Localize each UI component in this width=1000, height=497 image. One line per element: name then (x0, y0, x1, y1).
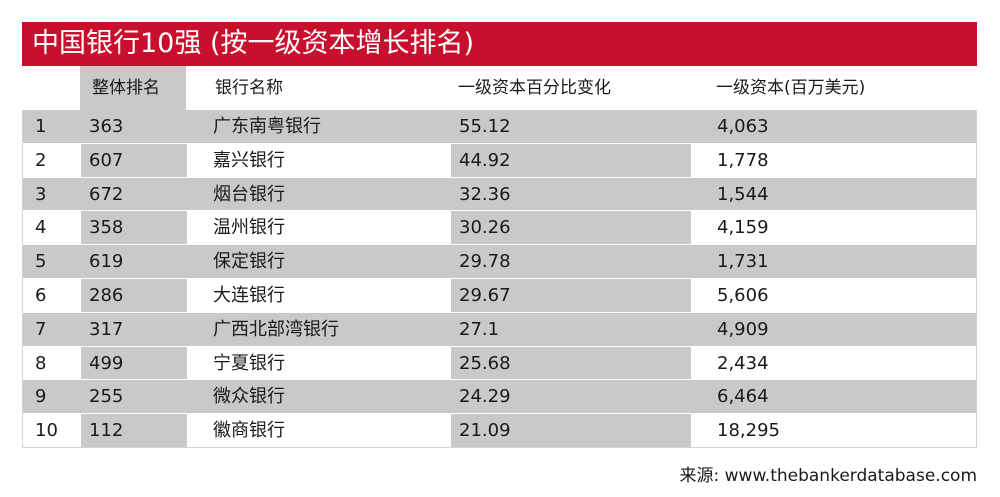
tier1-capital: 1,731 (717, 251, 769, 273)
overall-rank: 619 (89, 251, 124, 273)
table-header: 整体排名 银行名称 一级资本百分比变化 一级资本(百万美元) (22, 66, 977, 110)
header-overall-rank: 整体排名 (92, 78, 160, 98)
tier1-change: 29.78 (459, 251, 511, 273)
row-number: 10 (35, 420, 58, 442)
bank-name: 宁夏银行 (213, 352, 285, 374)
table-title: 中国银行10强 (按一级资本增长排名) (22, 22, 977, 66)
table-row: 7 317 广西北部湾银行 27.1 4,909 (23, 312, 976, 347)
tier1-capital: 6,464 (717, 386, 769, 408)
bank-name: 广西北部湾银行 (213, 318, 339, 340)
overall-rank: 499 (89, 352, 124, 374)
row-number: 8 (35, 352, 47, 374)
row-number: 2 (35, 149, 47, 171)
tier1-change: 27.1 (459, 318, 500, 340)
row-number: 1 (35, 116, 47, 137)
tier1-capital: 18,295 (717, 420, 780, 442)
tier1-capital: 5,606 (717, 284, 769, 306)
tier1-capital: 1,544 (717, 183, 769, 205)
tier1-change: 25.68 (459, 352, 511, 374)
tier1-capital: 4,159 (717, 217, 769, 239)
bank-name: 保定银行 (213, 251, 285, 273)
tier1-capital: 2,434 (717, 352, 769, 374)
header-rank-shade (80, 66, 186, 110)
row-number: 6 (35, 284, 47, 306)
table-row: 9 255 微众银行 24.29 6,464 (23, 380, 976, 415)
bank-name: 广东南粤银行 (213, 116, 321, 137)
tier1-change: 32.36 (459, 183, 511, 205)
bank-name: 微众银行 (213, 386, 285, 408)
overall-rank: 317 (89, 318, 124, 340)
header-tier1-capital: 一级资本(百万美元) (716, 78, 866, 98)
bank-table: 1 363 广东南粤银行 55.12 4,063 2 607 嘉兴银行 44.9… (22, 110, 977, 448)
table-row: 8 499 宁夏银行 25.68 2,434 (23, 346, 976, 381)
header-tier1-change: 一级资本百分比变化 (458, 78, 611, 98)
overall-rank: 255 (89, 386, 124, 408)
bank-name: 烟台银行 (213, 183, 285, 205)
tier1-change: 24.29 (459, 386, 511, 408)
bank-name: 嘉兴银行 (213, 149, 285, 171)
table-row: 4 358 温州银行 30.26 4,159 (23, 211, 976, 246)
tier1-capital: 4,909 (717, 318, 769, 340)
row-number: 5 (35, 251, 47, 273)
tier1-capital: 4,063 (717, 116, 769, 137)
tier1-change: 21.09 (459, 420, 511, 442)
row-number: 9 (35, 386, 47, 408)
table-row: 6 286 大连银行 29.67 5,606 (23, 278, 976, 313)
row-number: 3 (35, 183, 47, 205)
tier1-change: 29.67 (459, 284, 511, 306)
table-row: 1 363 广东南粤银行 55.12 4,063 (23, 110, 976, 144)
bank-name: 温州银行 (213, 217, 285, 239)
table-row: 3 672 烟台银行 32.36 1,544 (23, 177, 976, 212)
overall-rank: 363 (89, 116, 124, 137)
tier1-capital: 1,778 (717, 149, 769, 171)
overall-rank: 358 (89, 217, 124, 239)
table-row: 2 607 嘉兴银行 44.92 1,778 (23, 143, 976, 178)
bank-name: 徽商银行 (213, 420, 285, 442)
row-number: 7 (35, 318, 47, 340)
bank-name: 大连银行 (213, 284, 285, 306)
table-row: 5 619 保定银行 29.78 1,731 (23, 245, 976, 279)
source-note: 来源: www.thebankerdatabase.com (679, 466, 977, 486)
overall-rank: 112 (89, 420, 124, 442)
overall-rank: 607 (89, 149, 124, 171)
overall-rank: 286 (89, 284, 124, 306)
overall-rank: 672 (89, 183, 124, 205)
tier1-change: 55.12 (459, 116, 511, 137)
tier1-change: 30.26 (459, 217, 511, 239)
tier1-change: 44.92 (459, 149, 511, 171)
table-row: 10 112 徽商银行 21.09 18,295 (23, 414, 976, 448)
row-number: 4 (35, 217, 47, 239)
header-bank-name: 银行名称 (215, 78, 283, 98)
